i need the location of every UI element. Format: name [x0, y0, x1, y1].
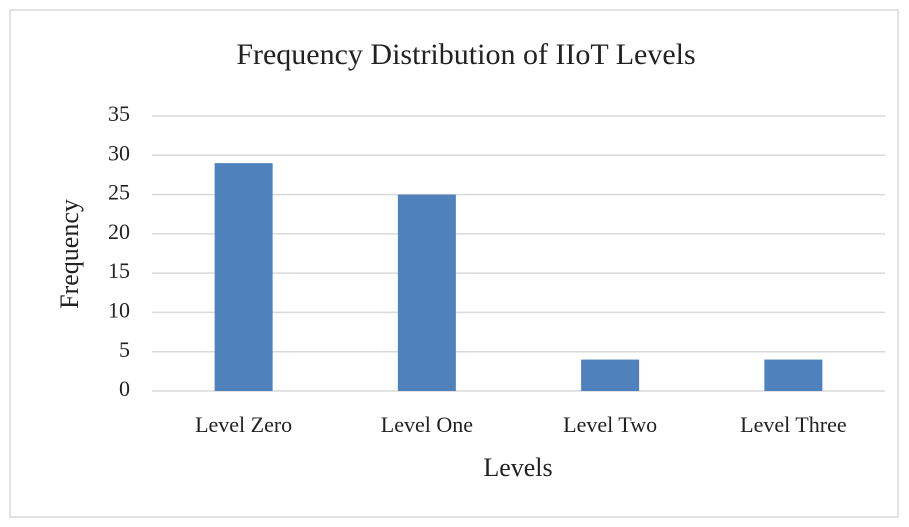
y-tick-label: 35 [108, 101, 130, 126]
chart-title: Frequency Distribution of IIoT Levels [236, 38, 695, 71]
y-tick-label: 5 [119, 337, 130, 362]
y-tick-label: 25 [108, 180, 130, 205]
x-tick-label: Level Three [740, 412, 846, 437]
x-axis-label: Levels [483, 453, 552, 482]
x-tick-label: Level One [381, 412, 473, 437]
y-tick-label: 0 [119, 376, 130, 401]
y-axis-label: Frequency [55, 199, 84, 309]
bar [397, 194, 456, 391]
bar [214, 163, 273, 391]
bar [581, 359, 640, 391]
x-tick-label: Level Two [563, 412, 657, 437]
y-tick-label: 15 [108, 258, 130, 283]
y-tick-label: 10 [108, 297, 130, 322]
y-tick-label: 20 [108, 219, 130, 244]
x-tick-label: Level Zero [195, 412, 292, 437]
bar [764, 359, 823, 391]
y-tick-label: 30 [108, 140, 130, 165]
